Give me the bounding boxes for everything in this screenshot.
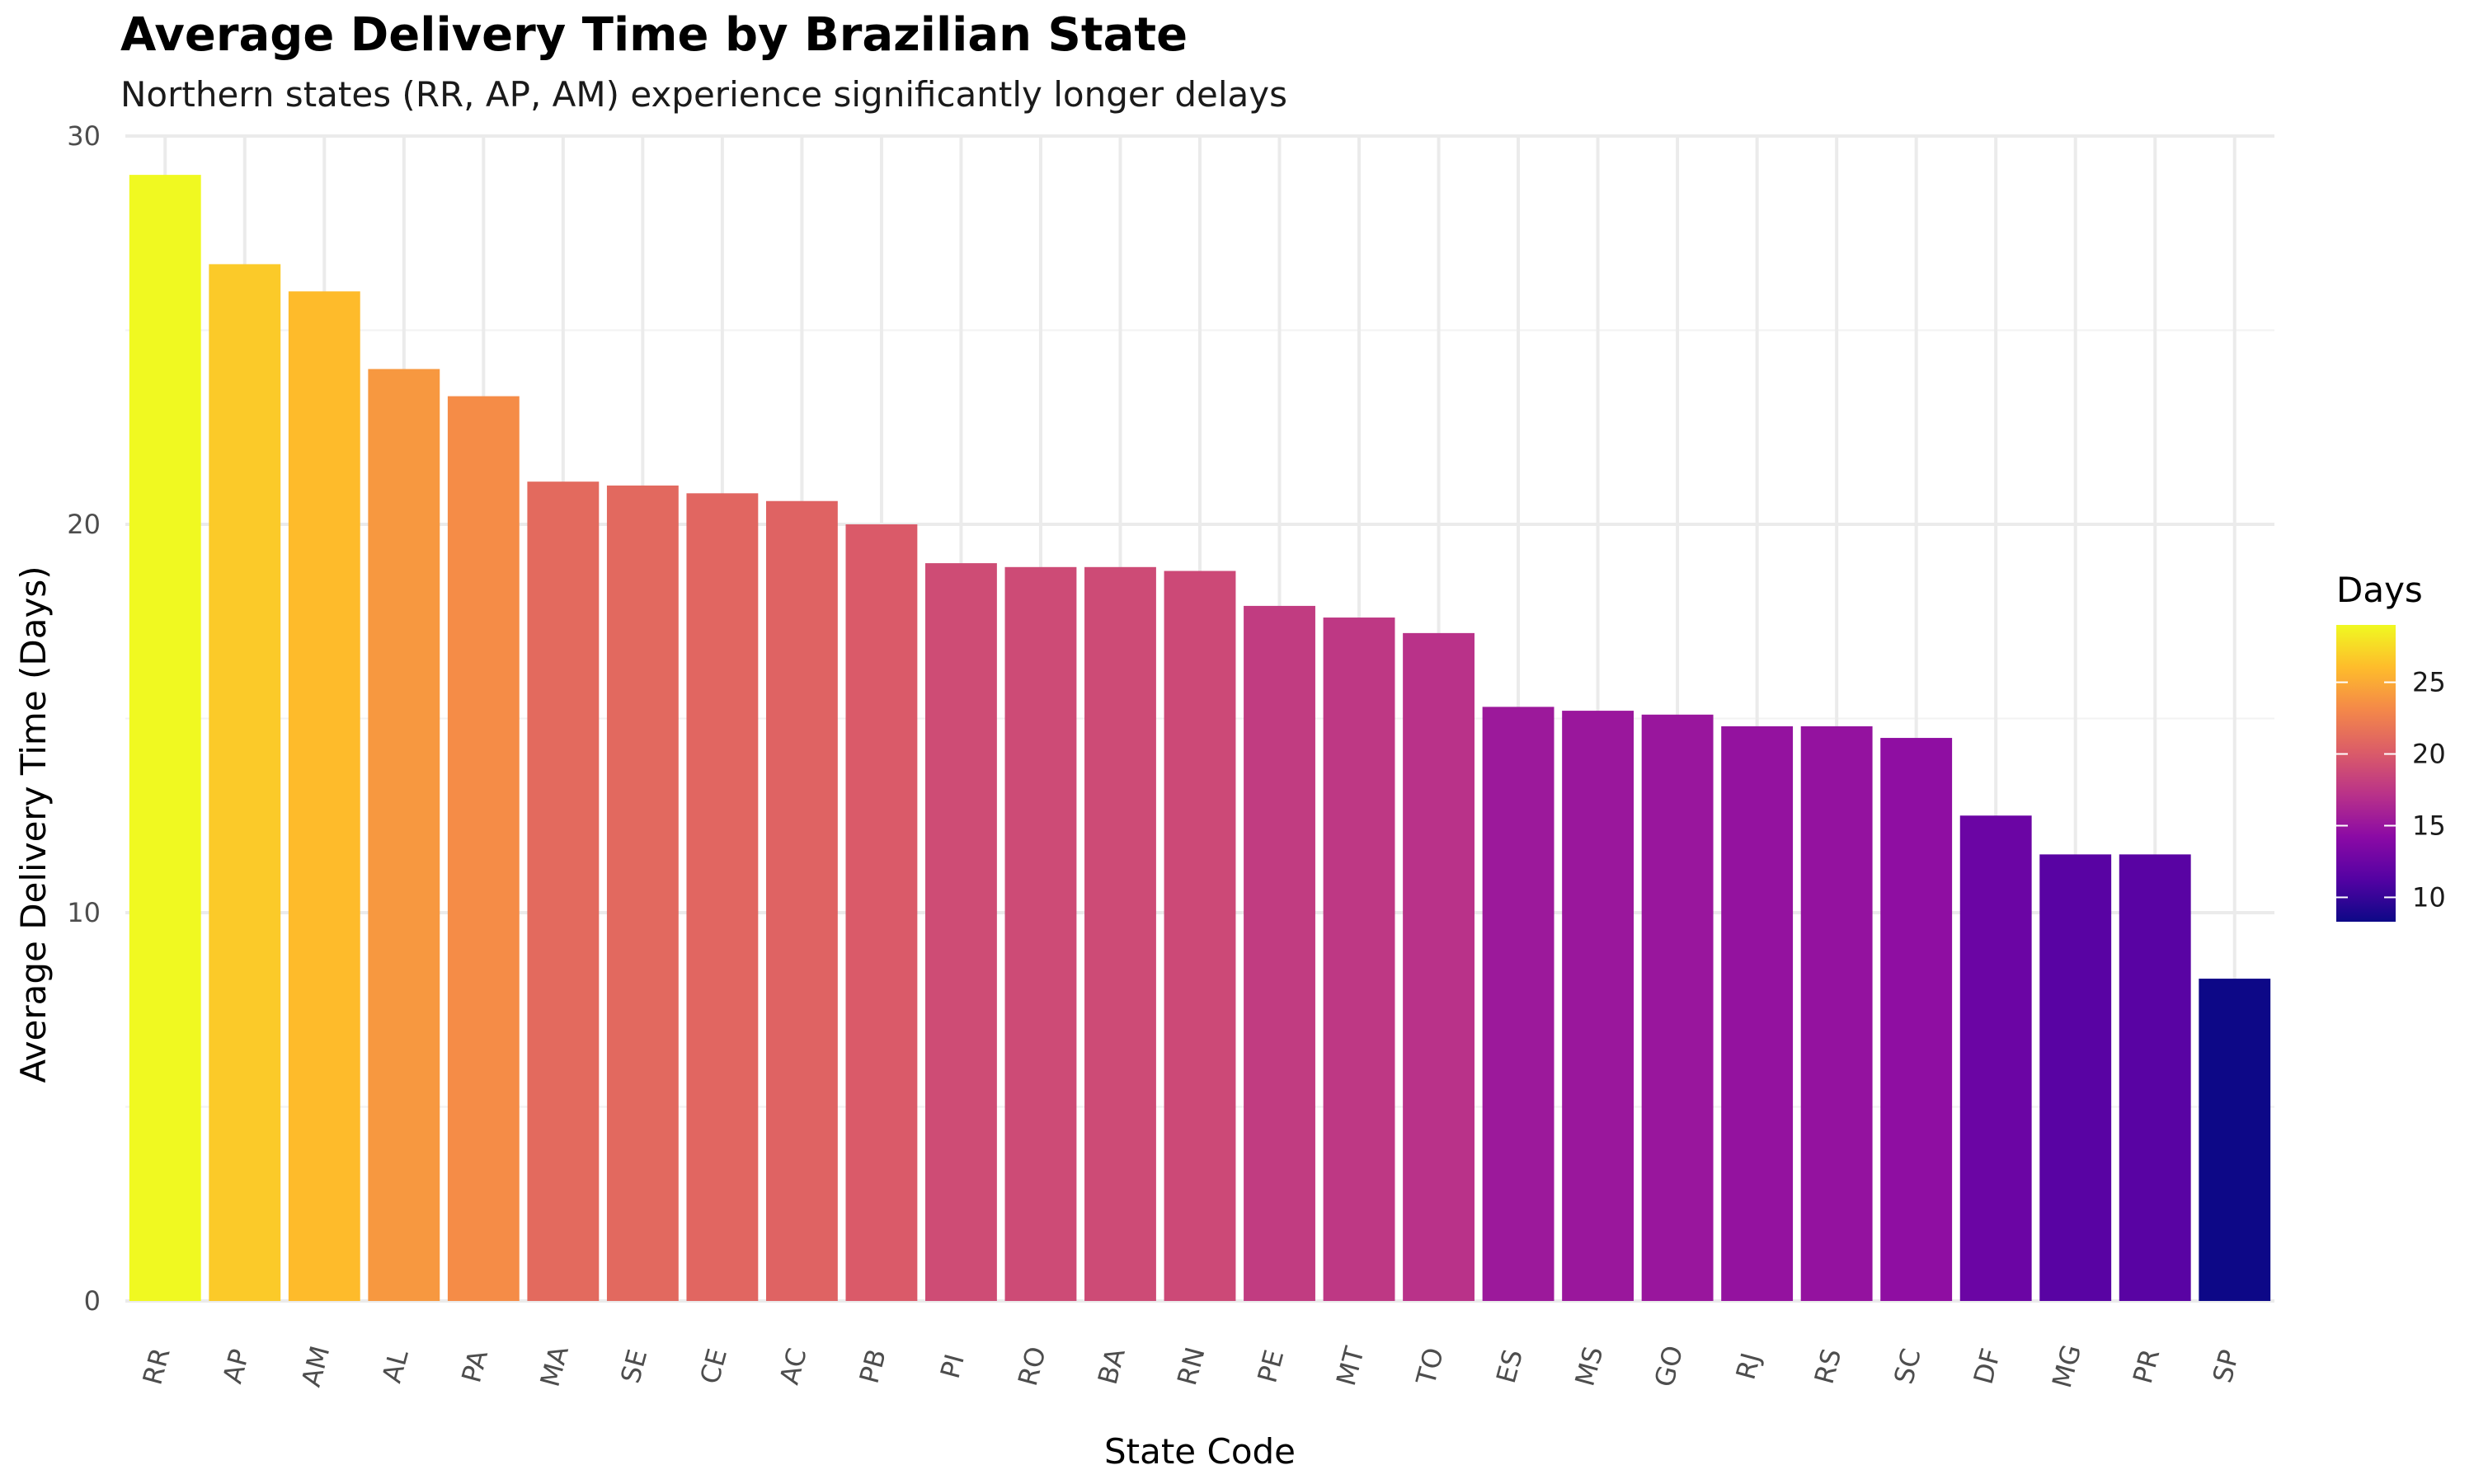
bar-go (1641, 714, 1714, 1301)
x-tick-label: PB (854, 1345, 892, 1387)
bar-rj (1721, 726, 1794, 1301)
chart-title: Average Delivery Time by Brazilian State (120, 8, 1188, 62)
legend-tick-label: 20 (2412, 739, 2446, 770)
x-tick-label: MT (1330, 1343, 1371, 1389)
x-tick-label: CE (694, 1345, 733, 1388)
y-tick-label: 0 (84, 1285, 101, 1317)
bar-se (606, 485, 679, 1301)
bar-ce (686, 493, 759, 1301)
x-tick-label: RN (1171, 1344, 1211, 1388)
bar-mt (1323, 618, 1395, 1301)
bar-to (1403, 632, 1475, 1301)
x-tick-label: DF (1968, 1345, 2007, 1387)
bar-df (1959, 815, 2032, 1301)
bar-rn (1164, 571, 1236, 1301)
bar-pi (925, 563, 997, 1301)
x-tick-label: AP (216, 1345, 255, 1387)
x-tick-label: SP (2207, 1346, 2246, 1386)
bar-rr (129, 175, 201, 1302)
legend-title: Days (2336, 570, 2423, 610)
x-tick-label: AC (774, 1345, 813, 1388)
bar-ma (527, 481, 600, 1301)
x-tick-label: MA (534, 1342, 575, 1390)
y-tick-label: 30 (67, 120, 101, 152)
bar-ac (765, 500, 838, 1301)
legend-ticks: 10 15 20 25 (2336, 667, 2446, 913)
x-tick-label: GO (1649, 1342, 1690, 1390)
legend-tick-label: 15 (2412, 810, 2446, 841)
bar-mg (2039, 854, 2112, 1301)
legend-tick-label: 10 (2412, 881, 2446, 913)
y-tick-label: 20 (67, 509, 101, 540)
x-tick-label: RJ (1730, 1350, 1767, 1383)
x-axis-title: State Code (1104, 1431, 1296, 1472)
bar-pe (1244, 605, 1315, 1301)
bar-ap (209, 264, 281, 1302)
bar-ms (1562, 711, 1634, 1301)
legend-colorbar (2336, 625, 2396, 922)
bar-pa (447, 396, 520, 1301)
chart-subtitle: Northern states (RR, AP, AM) experience … (120, 74, 1287, 115)
x-tick-label: BA (1092, 1345, 1131, 1388)
bar-am (288, 291, 360, 1301)
x-tick-label: PE (1251, 1346, 1290, 1386)
x-tick-label: AL (376, 1346, 415, 1386)
x-tick-label: PI (934, 1350, 971, 1382)
y-axis-title: Average Delivery Time (Days) (13, 566, 54, 1082)
x-tick-label: SC (1888, 1345, 1927, 1388)
y-tick-label: 10 (67, 897, 101, 928)
x-tick-label: RS (1808, 1345, 1848, 1388)
x-tick-label: SE (614, 1346, 653, 1387)
x-tick-label: PR (2127, 1345, 2166, 1387)
x-axis-ticks: RR AP AM AL PA MA SE CE AC PB PI RO BA RN PE MT TO ES MS GO… (137, 1341, 2246, 1391)
x-tick-label: MS (1569, 1343, 1609, 1389)
bar-rs (1800, 726, 1873, 1301)
x-tick-label: AM (295, 1342, 336, 1390)
bar-es (1482, 707, 1554, 1301)
bars (129, 175, 2271, 1302)
bar-sc (1880, 738, 1953, 1301)
bar-pr (2119, 854, 2191, 1301)
bar-ro (1004, 566, 1077, 1301)
y-axis-ticks: 0 10 20 30 (67, 120, 101, 1317)
x-tick-label: ES (1490, 1346, 1529, 1387)
x-tick-label: RR (137, 1345, 176, 1388)
legend-tick-label: 25 (2412, 667, 2446, 698)
x-tick-label: RO (1012, 1343, 1052, 1389)
bar-ba (1084, 566, 1156, 1301)
legend: Days 10 15 20 25 (2336, 570, 2446, 922)
bar-sp (2199, 979, 2271, 1301)
bar-al (368, 369, 440, 1302)
bar-pb (845, 524, 918, 1301)
x-tick-label: PA (455, 1346, 494, 1386)
x-tick-label: TO (1410, 1345, 1451, 1389)
x-tick-label: MG (2046, 1341, 2087, 1391)
